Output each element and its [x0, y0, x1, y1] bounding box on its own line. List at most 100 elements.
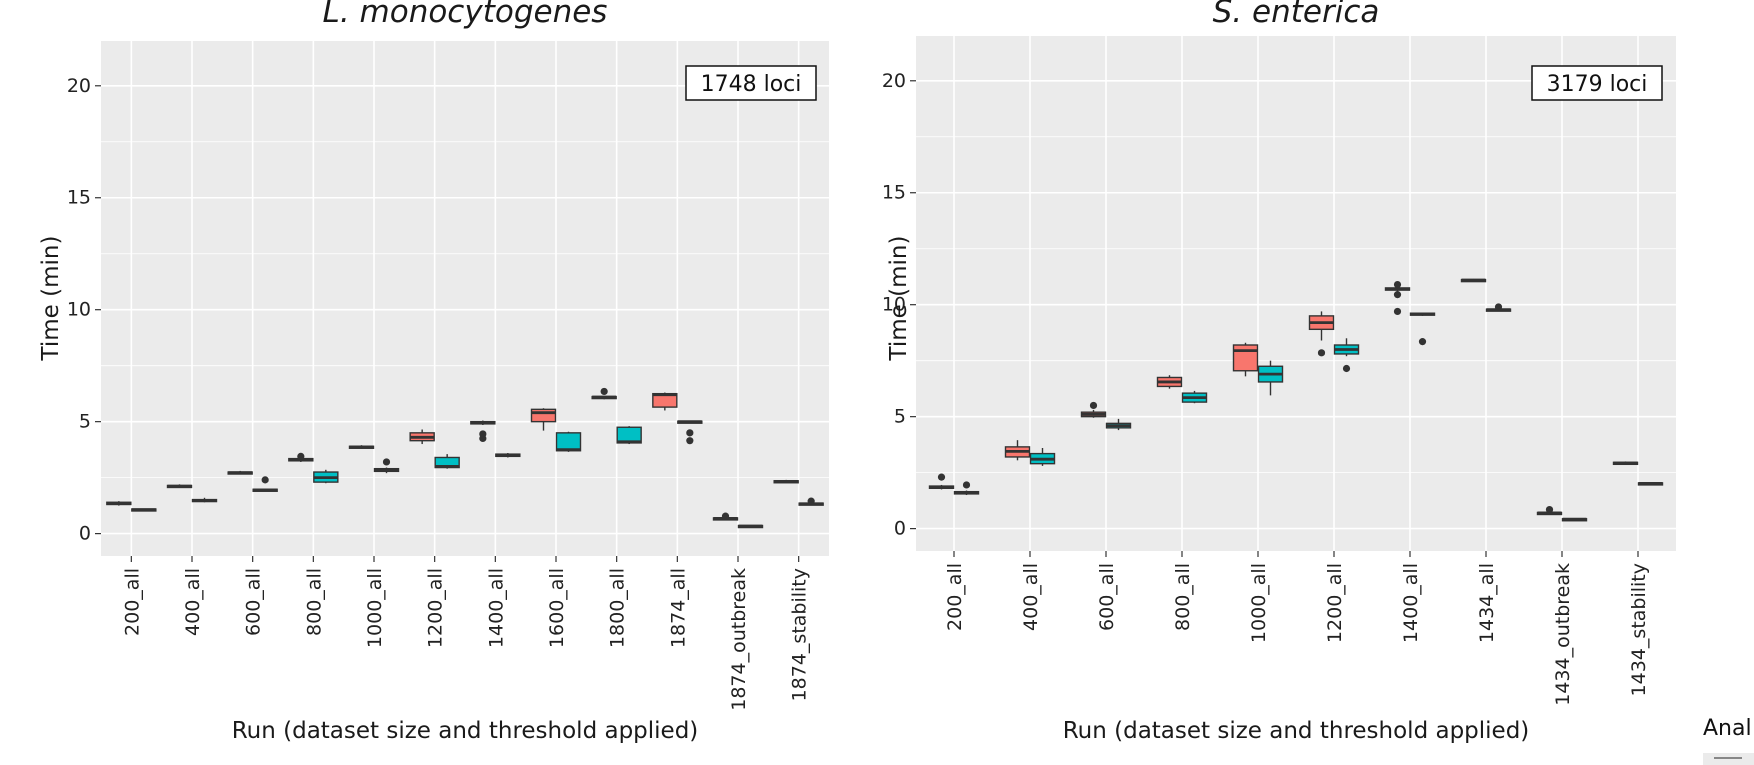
x-tick-label: 800_all: [1172, 563, 1194, 631]
chart-senterica: S. enterica 0 5 10 15 20 200_all 400_all 600_a…: [882, 0, 1676, 744]
x-tick-labels: 200_all 400_all 600_all 800_all 1000_all 1200…: [121, 556, 811, 711]
box-400_all-series-A: [1004, 440, 1031, 461]
box-1874_all-series-A: [652, 392, 678, 411]
outlier-point: [807, 497, 815, 505]
box-1400_all-series-A: [1384, 280, 1411, 316]
x-tick-label: 200_all: [944, 563, 966, 631]
box-1200_all-series-B: [1333, 338, 1360, 373]
x-axis-label: Run (dataset size and threshold applied): [1063, 718, 1530, 744]
x-tick-label: 1434_stability: [1628, 563, 1650, 696]
x-tick-label: 1200_all: [425, 568, 447, 648]
outlier-point: [479, 434, 487, 443]
y-tick-label: 20: [67, 75, 91, 97]
box-1874_stability-series-A: [773, 479, 799, 484]
y-tick-label: 0: [79, 523, 91, 545]
box-1600_all-series-B: [555, 431, 582, 452]
x-tick-label: 1874_stability: [789, 568, 811, 701]
legend-key-swatch: [1703, 753, 1754, 765]
y-tick-label: 5: [894, 406, 906, 428]
outlier-point: [297, 452, 305, 460]
loci-annotation: 1748 loci: [685, 65, 817, 101]
box-1434_all-series-B: [1485, 303, 1512, 312]
box-800_all-series-B: [1181, 390, 1208, 404]
outlier-point: [686, 429, 694, 437]
gridlines: [916, 36, 1676, 551]
outlier-point: [686, 437, 694, 445]
box-200_all-series-A: [106, 501, 132, 506]
box-1200_all-series-B: [434, 454, 460, 469]
y-axis-label: Time (min): [38, 236, 64, 362]
outlier-point: [382, 458, 391, 466]
outlier-point: [962, 481, 971, 489]
loci-annotation: 3179 loci: [1531, 65, 1663, 101]
box-400_all-series-B: [1029, 448, 1056, 466]
box-1200_all-series-A: [1308, 311, 1335, 357]
box-1600_all-series-A: [530, 408, 557, 431]
legend-title: Anal: [1703, 716, 1752, 741]
x-tick-label: 200_all: [121, 568, 143, 636]
box-200_all-series-A: [928, 473, 955, 490]
box-1434_all-series-A: [1460, 278, 1487, 283]
y-tick-labels: 0 5 10 15 20: [882, 70, 916, 540]
x-tick-label: 1600_all: [546, 568, 568, 648]
outlier-point: [1418, 338, 1427, 346]
chart-title: S. enterica: [1213, 0, 1380, 30]
box-1000_all-series-B: [1257, 360, 1284, 396]
chart-title: L. monocytogenes: [323, 0, 608, 30]
box-600_all-series-A: [227, 470, 253, 475]
box-1800_all-series-B: [616, 426, 642, 445]
outlier-point: [1089, 401, 1098, 410]
loci-annotation-box: [685, 65, 817, 101]
y-tick-label: 20: [882, 70, 906, 92]
outlier-point: [600, 387, 608, 396]
y-axis-label: Time (min): [886, 236, 912, 362]
box-marks: [106, 387, 824, 529]
outlier-point: [1317, 349, 1326, 357]
loci-annotation-box: [1531, 65, 1663, 101]
x-tick-label: 1400_all: [1400, 563, 1422, 643]
loci-annotation-text: 3179 loci: [1547, 72, 1648, 97]
box-200_all-series-B: [953, 481, 980, 496]
box-1874_stability-series-B: [798, 497, 824, 506]
x-tick-label: 600_all: [243, 568, 265, 636]
x-tick-label: 1434_outbreak: [1552, 563, 1574, 706]
plot-background: [101, 41, 829, 556]
box-1874_outbreak-series-A: [712, 512, 739, 521]
box-1200_all-series-A: [409, 429, 435, 445]
legend: Anal: [1703, 716, 1754, 765]
box-1434_stability-series-A: [1612, 461, 1639, 466]
chart-lmonocytogenes: L. monocytogenes 0 5 10 15 20 200_all 400_all…: [38, 0, 829, 744]
box-1434_outbreak-series-B: [1561, 517, 1588, 522]
box-400_all-series-A: [166, 484, 193, 489]
y-tick-label: 15: [882, 182, 906, 204]
x-axis-label: Run (dataset size and threshold applied): [232, 718, 699, 744]
x-tick-label: 1874_outbreak: [728, 568, 750, 711]
box-600_all-series-B: [1105, 418, 1132, 431]
outlier-point: [1545, 505, 1554, 514]
x-tick-label: 1400_all: [485, 568, 507, 648]
box-1400_all-series-A: [470, 420, 496, 443]
box-1800_all-series-A: [591, 387, 617, 400]
outlier-point: [1342, 364, 1351, 373]
box-1874_all-series-B: [677, 420, 703, 445]
box-1434_outbreak-series-A: [1536, 505, 1563, 516]
outlier-point: [1393, 280, 1402, 289]
box-body: [530, 408, 557, 423]
box-1400_all-series-B: [495, 453, 521, 458]
box-800_all-series-B: [313, 469, 339, 484]
box-400_all-series-B: [191, 497, 218, 503]
x-tick-label: 1874_all: [667, 568, 689, 648]
x-tick-label: 1200_all: [1324, 563, 1346, 643]
y-tick-label: 15: [67, 187, 91, 209]
x-tick-label: 1800_all: [607, 568, 629, 648]
x-tick-labels: 200_all 400_all 600_all 800_all 1000_all 1200…: [944, 551, 1650, 706]
box-1000_all-series-B: [373, 458, 400, 474]
box-800_all-series-A: [288, 452, 314, 462]
box-body: [555, 432, 582, 452]
box-1874_outbreak-series-B: [737, 524, 764, 529]
outlier-point: [1494, 303, 1503, 311]
x-tick-label: 600_all: [1096, 563, 1118, 631]
outlier-point: [937, 473, 946, 481]
x-tick-label: 1434_all: [1476, 563, 1498, 643]
